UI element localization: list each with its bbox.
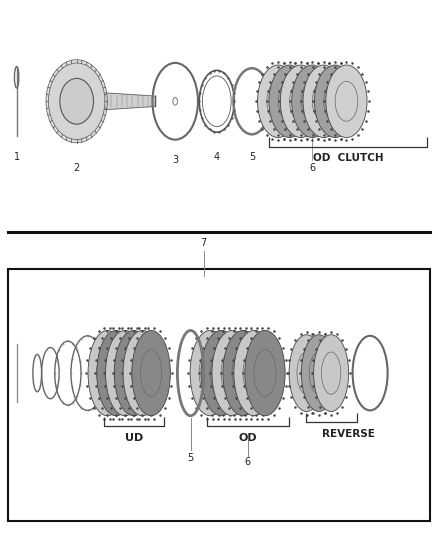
Text: 2: 2 bbox=[74, 163, 80, 173]
Ellipse shape bbox=[314, 65, 356, 138]
Ellipse shape bbox=[123, 330, 162, 416]
Text: REVERSE: REVERSE bbox=[322, 429, 375, 439]
Ellipse shape bbox=[314, 335, 349, 411]
Ellipse shape bbox=[234, 330, 274, 416]
Ellipse shape bbox=[280, 65, 321, 138]
Ellipse shape bbox=[114, 330, 153, 416]
Bar bbox=[8, 269, 430, 521]
Text: 5: 5 bbox=[187, 453, 194, 463]
Text: 6: 6 bbox=[245, 457, 251, 467]
Text: OD: OD bbox=[239, 433, 257, 443]
Ellipse shape bbox=[46, 60, 107, 143]
Text: UD: UD bbox=[125, 433, 143, 443]
Ellipse shape bbox=[289, 335, 324, 411]
Ellipse shape bbox=[106, 330, 144, 416]
Text: 6: 6 bbox=[309, 163, 315, 173]
Text: OD  CLUTCH: OD CLUTCH bbox=[313, 153, 384, 163]
Text: 3: 3 bbox=[172, 155, 178, 165]
Ellipse shape bbox=[258, 65, 299, 138]
Ellipse shape bbox=[49, 63, 105, 140]
Text: 1: 1 bbox=[14, 152, 20, 162]
Ellipse shape bbox=[88, 330, 127, 416]
Text: 7: 7 bbox=[201, 238, 207, 248]
Ellipse shape bbox=[269, 65, 310, 138]
Ellipse shape bbox=[245, 330, 285, 416]
Ellipse shape bbox=[212, 330, 252, 416]
Ellipse shape bbox=[292, 65, 333, 138]
Text: 5: 5 bbox=[249, 152, 255, 162]
Ellipse shape bbox=[303, 65, 344, 138]
Ellipse shape bbox=[97, 330, 135, 416]
Text: 4: 4 bbox=[214, 152, 220, 162]
Ellipse shape bbox=[223, 330, 263, 416]
Ellipse shape bbox=[201, 330, 241, 416]
Ellipse shape bbox=[190, 330, 230, 416]
Ellipse shape bbox=[132, 330, 170, 416]
Polygon shape bbox=[102, 93, 155, 110]
Ellipse shape bbox=[301, 335, 336, 411]
Ellipse shape bbox=[326, 65, 367, 138]
Ellipse shape bbox=[60, 78, 93, 124]
